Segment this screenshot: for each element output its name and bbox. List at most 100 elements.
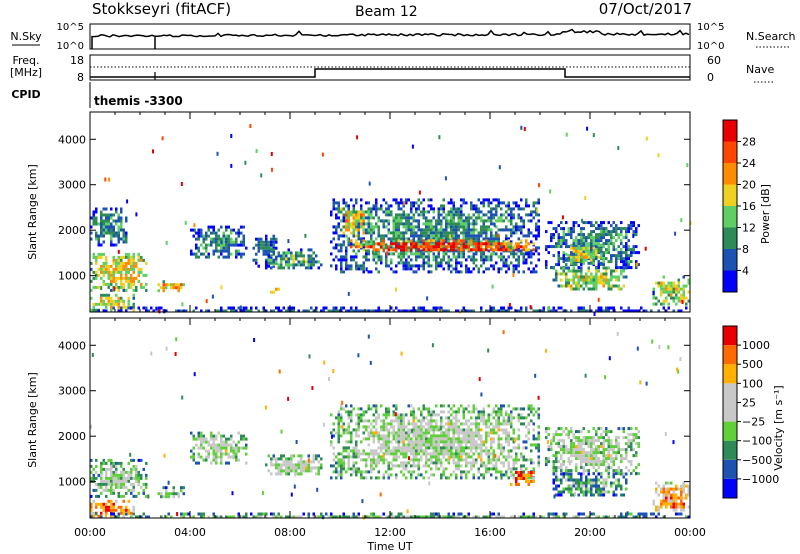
echo-cell <box>122 234 125 238</box>
echo-cell <box>507 455 510 459</box>
echo-cell <box>655 302 658 306</box>
echo-cell <box>127 302 130 306</box>
echo-cell <box>527 234 530 238</box>
cpid-label: CPID <box>11 88 40 101</box>
echo-cell <box>587 275 590 279</box>
echo-cell <box>570 448 573 452</box>
echo-cell <box>447 443 450 447</box>
echo-cell <box>127 479 130 483</box>
echo-cell <box>415 225 418 229</box>
echo-cell <box>405 201 408 205</box>
echo-cell <box>337 422 340 426</box>
echo-cell <box>487 242 490 246</box>
echo-cell <box>292 466 295 470</box>
echo-cell <box>342 207 345 211</box>
echo-cell <box>297 260 300 264</box>
echo-cell <box>97 482 100 486</box>
echo-cell <box>290 306 293 310</box>
echo-cell <box>105 461 108 465</box>
echo-cell <box>425 446 428 450</box>
echo-cell <box>180 489 183 493</box>
echo-cell <box>400 219 403 223</box>
echo-cell <box>407 198 410 202</box>
echo-cell <box>507 267 510 271</box>
echo-cell <box>555 269 558 273</box>
echo-cell <box>230 237 233 241</box>
echo-cell <box>262 246 265 250</box>
nave-label: Nave <box>746 63 774 76</box>
echo-cell <box>355 449 358 453</box>
echo-cell <box>255 252 258 256</box>
echo-cell <box>682 290 685 294</box>
echo-cell <box>527 483 530 486</box>
echo-cell <box>527 248 530 252</box>
echo-cell <box>307 266 310 270</box>
echo-cell <box>372 467 375 471</box>
echo-cell <box>397 446 400 450</box>
echo-cell <box>307 469 310 473</box>
echo-cell <box>410 410 413 414</box>
echo-cell <box>265 263 268 267</box>
echo-cell <box>342 201 345 205</box>
echo-cell <box>482 228 485 232</box>
echo-cell <box>445 252 448 256</box>
echo-cell <box>330 213 333 217</box>
echo-cell <box>415 210 418 214</box>
echo-cell <box>120 479 123 483</box>
echo-cell <box>507 431 510 435</box>
echo-cell <box>602 233 605 237</box>
echo-cell <box>90 261 93 265</box>
echo-cell <box>686 163 689 168</box>
echo-cell <box>595 433 598 437</box>
echo-cell <box>507 264 510 268</box>
echo-cell <box>452 446 455 450</box>
echo-cell <box>502 416 505 420</box>
echo-cell <box>272 237 275 241</box>
echo-cell <box>417 419 420 423</box>
echo-cell <box>462 416 465 420</box>
echo-cell <box>472 431 475 435</box>
echo-cell <box>412 213 415 217</box>
echo-cell <box>275 287 278 291</box>
echo-cell <box>375 207 378 211</box>
echo-cell <box>512 467 515 471</box>
echo-cell <box>582 233 585 237</box>
echo-cell <box>475 237 478 241</box>
echo-cell <box>392 455 395 459</box>
echo-cell <box>220 252 223 256</box>
echo-cell <box>515 248 518 252</box>
echo-cell <box>522 458 525 462</box>
echo-cell <box>350 222 353 226</box>
echo-cell <box>427 431 430 435</box>
echo-cell <box>420 428 423 432</box>
echo-cell <box>402 449 405 453</box>
echo-cell <box>502 461 505 465</box>
echo-cell <box>402 446 405 450</box>
echo-cell <box>210 240 213 244</box>
echo-cell <box>437 242 440 246</box>
echo-cell <box>387 467 390 471</box>
echo-cell <box>465 225 468 229</box>
echo-cell <box>492 267 495 271</box>
echo-cell <box>470 222 473 226</box>
echo-cell <box>402 440 405 444</box>
echo-cell <box>622 227 625 231</box>
echo-cell <box>485 239 488 243</box>
echo-cell <box>122 485 125 489</box>
echo-cell <box>517 458 520 462</box>
echo-cell <box>110 476 113 480</box>
echo-cell <box>392 449 395 453</box>
echo-cell <box>355 267 358 271</box>
echo-cell <box>530 410 533 414</box>
echo-cell <box>530 270 533 274</box>
echo-cell <box>425 455 428 459</box>
echo-cell <box>403 201 406 206</box>
echo-cell <box>672 296 675 300</box>
echo-cell <box>347 422 350 426</box>
echo-cell <box>445 446 448 450</box>
echo-cell <box>465 428 468 432</box>
echo-cell <box>220 246 223 250</box>
echo-cell <box>212 458 215 462</box>
echo-cell <box>470 449 473 453</box>
echo-cell <box>232 440 235 444</box>
